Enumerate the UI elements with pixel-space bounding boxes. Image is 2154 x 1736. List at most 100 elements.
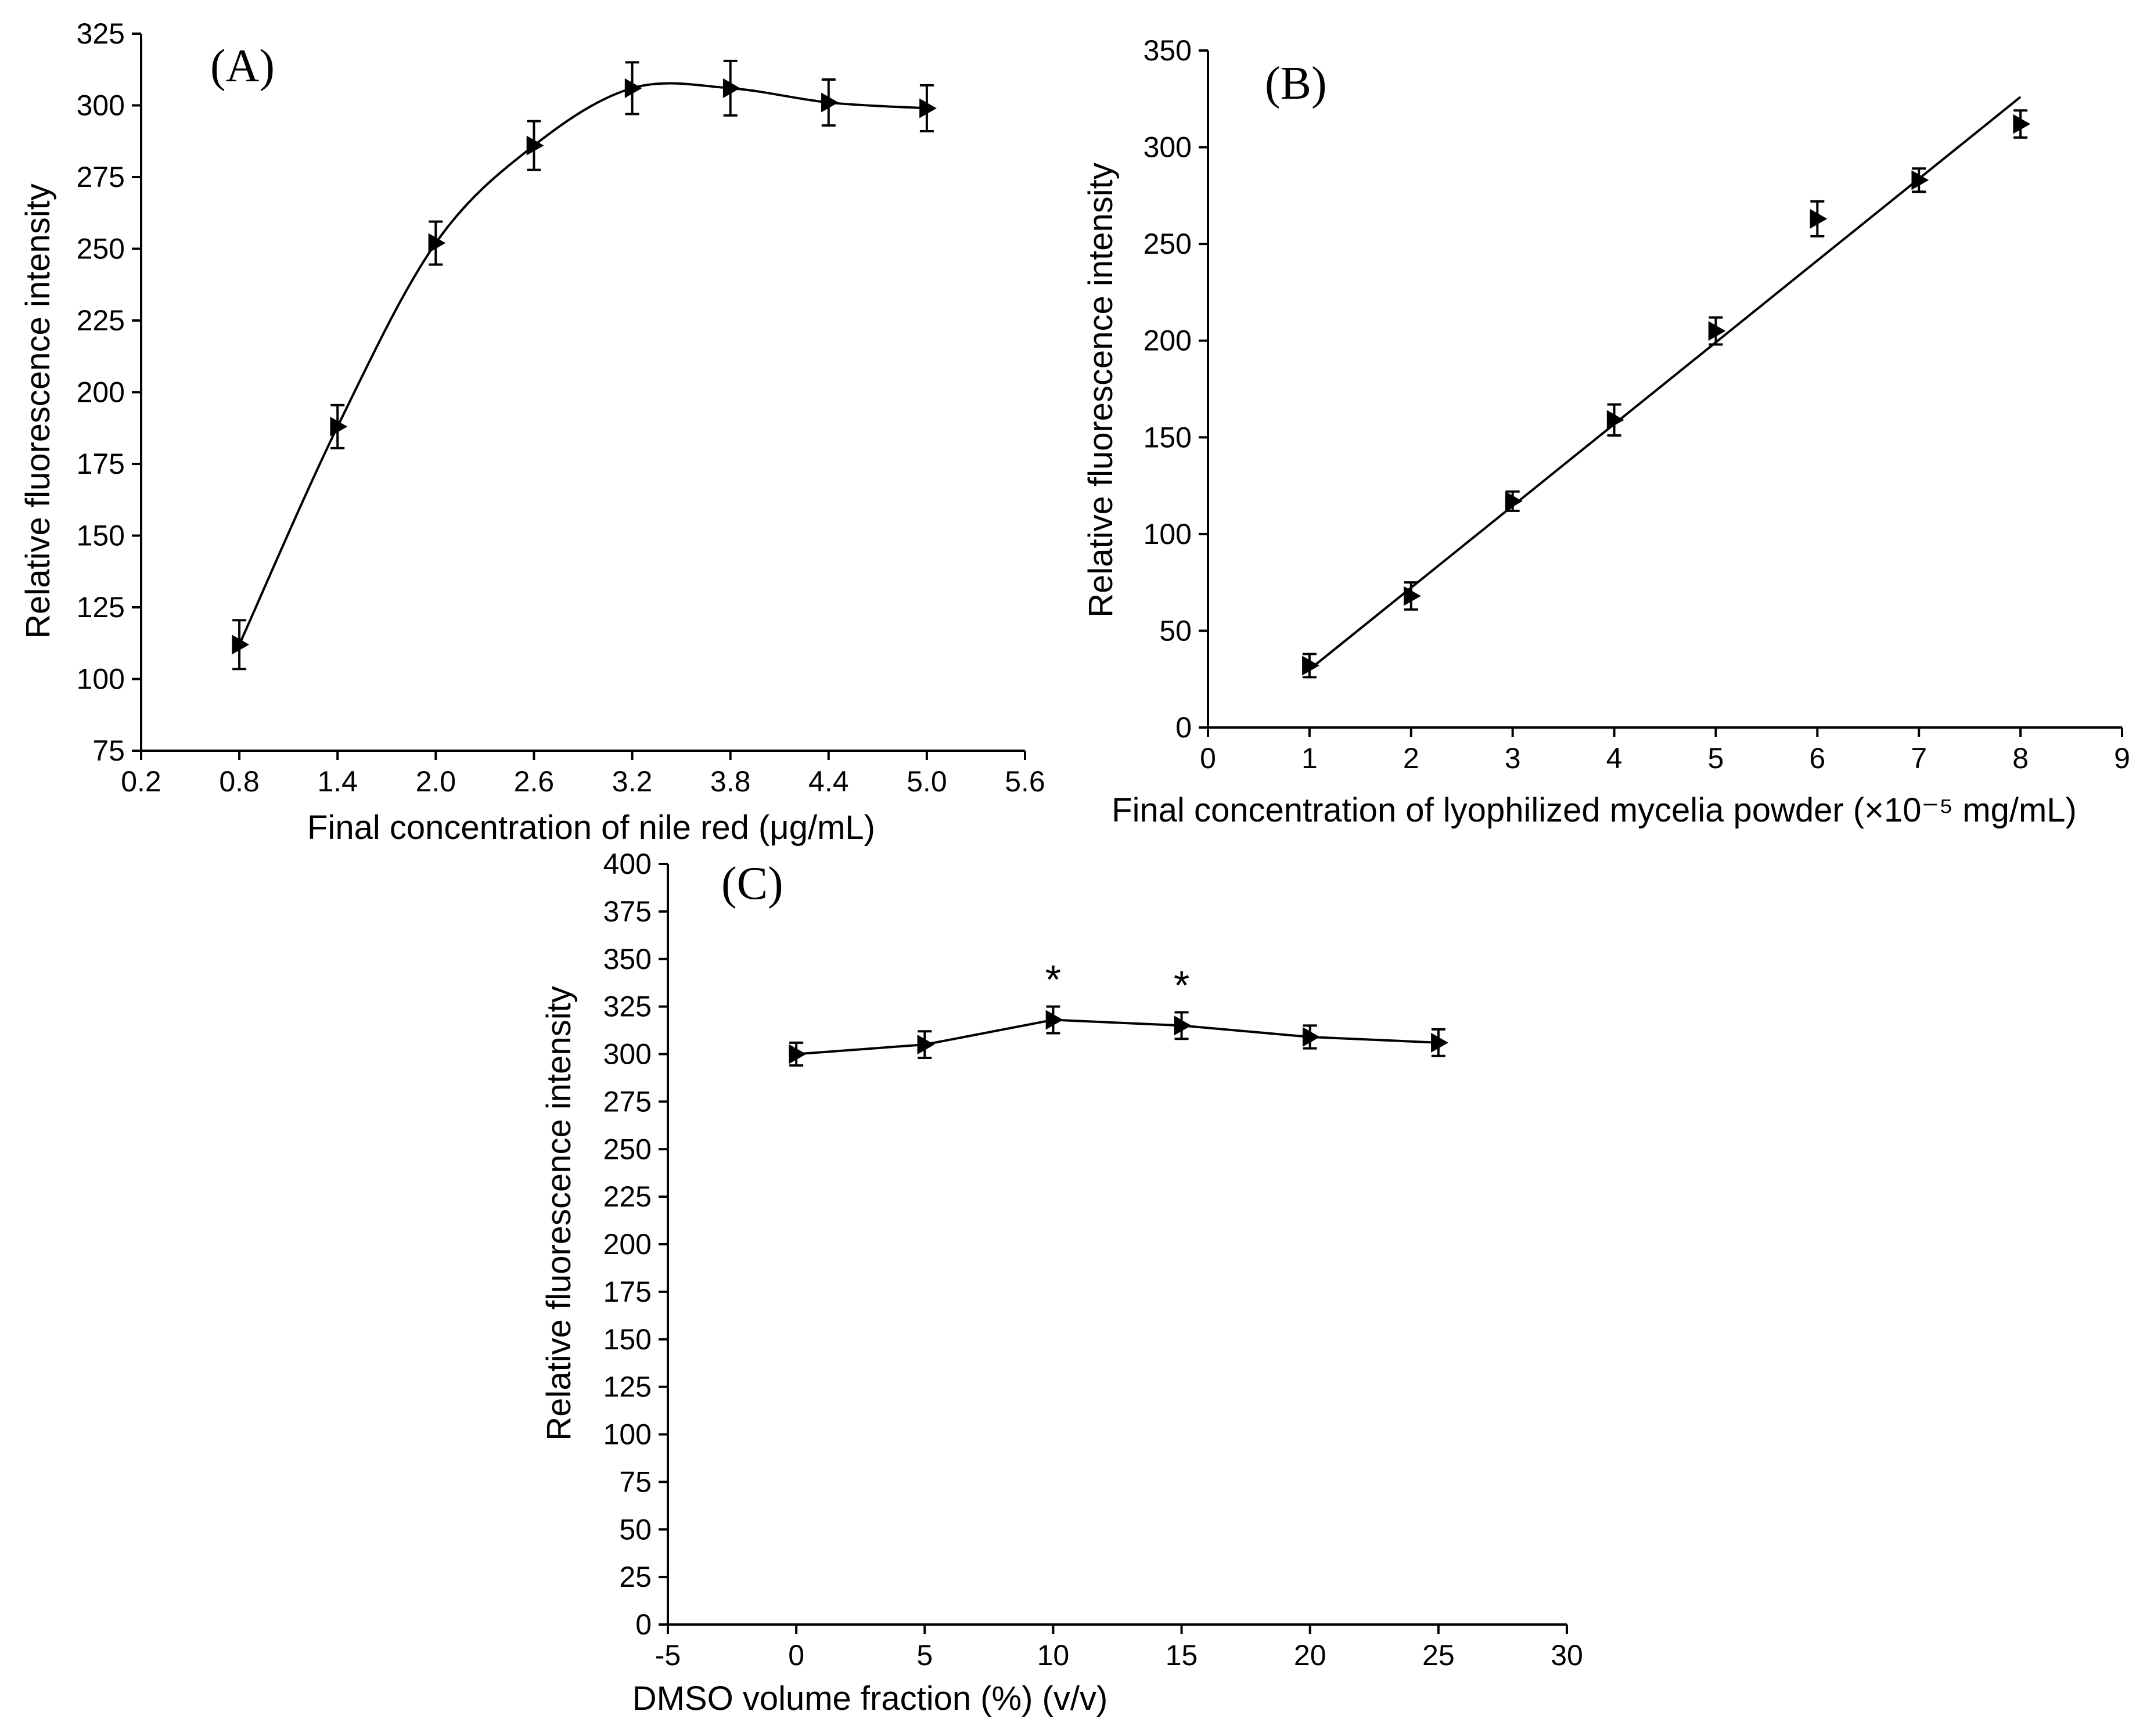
panel-label: (B) — [1265, 58, 1327, 109]
x-tick-label: 8 — [2012, 742, 2029, 775]
series-line — [796, 1018, 1439, 1056]
x-tick-label: 7 — [1911, 742, 1927, 775]
y-tick-label: 400 — [603, 848, 652, 880]
data-point — [1302, 655, 1319, 676]
data-point — [1505, 491, 1523, 512]
fit-line — [1308, 96, 2022, 671]
significance-marker: * — [1174, 963, 1189, 1008]
y-tick-label: 275 — [603, 1085, 652, 1118]
x-tick-label: 2 — [1403, 742, 1419, 775]
y-tick-label: 150 — [603, 1323, 652, 1356]
panel-label: (A) — [210, 41, 275, 92]
data-point — [1606, 410, 1624, 430]
y-tick-label: 75 — [92, 734, 125, 767]
data-point — [1045, 1010, 1063, 1030]
data-point — [1911, 170, 1929, 190]
x-tick-label: 1 — [1301, 742, 1318, 775]
data-point — [1302, 1027, 1320, 1047]
y-tick-label: 250 — [1143, 228, 1192, 260]
data-point — [919, 98, 937, 118]
y-tick-label: 100 — [1143, 518, 1192, 550]
data-point — [789, 1044, 807, 1064]
x-tick-label: 5 — [916, 1639, 933, 1672]
data-point — [917, 1035, 935, 1055]
y-tick-label: 25 — [619, 1561, 652, 1593]
y-tick-label: 175 — [603, 1276, 652, 1308]
data-point — [1404, 586, 1421, 606]
data-point — [1810, 208, 1828, 229]
x-tick-label: 0 — [788, 1639, 804, 1672]
x-tick-label: 15 — [1166, 1639, 1198, 1672]
x-tick-label: -5 — [655, 1639, 681, 1672]
y-tick-label: 300 — [1143, 131, 1192, 164]
data-point — [1174, 1015, 1192, 1036]
y-tick-label: 300 — [77, 89, 125, 122]
x-tick-label: 25 — [1422, 1639, 1455, 1672]
x-axis-label: Final concentration of lyophilized mycel… — [1112, 791, 2077, 829]
data-point — [428, 233, 446, 253]
x-tick-label: 5.0 — [907, 765, 947, 798]
x-tick-label: 4.4 — [808, 765, 849, 798]
y-tick-label: 200 — [603, 1228, 652, 1260]
y-tick-label: 75 — [619, 1465, 652, 1498]
y-tick-label: 50 — [1159, 614, 1192, 647]
x-tick-label: 6 — [1809, 742, 1825, 775]
data-point — [2013, 114, 2031, 134]
y-tick-label: 150 — [1143, 421, 1192, 453]
y-tick-label: 0 — [1175, 711, 1192, 744]
y-tick-label: 50 — [619, 1513, 652, 1546]
data-point — [330, 416, 348, 437]
y-tick-label: 0 — [635, 1608, 652, 1641]
x-tick-label: 0.2 — [121, 765, 161, 798]
x-axis-label: Final concentration of nile red (μg/mL) — [307, 809, 875, 847]
y-tick-label: 150 — [77, 520, 125, 552]
x-tick-label: 5 — [1708, 742, 1724, 775]
x-tick-label: 4 — [1606, 742, 1623, 775]
chart-panel-a: (A) Final concentration of nile red (μg/… — [19, 17, 1045, 847]
series-line — [238, 82, 927, 646]
x-tick-label: 2.6 — [514, 765, 555, 798]
y-tick-label: 175 — [77, 448, 125, 480]
y-tick-label: 300 — [603, 1038, 652, 1071]
chart-panel-c: (C) DMSO volume fraction (%) (v/v) Relat… — [540, 848, 1583, 1717]
data-point — [1708, 321, 1726, 341]
x-tick-label: 3 — [1505, 742, 1521, 775]
data-point — [722, 78, 740, 98]
x-tick-label: 1.4 — [317, 765, 358, 798]
y-axis-label: Relative fluorescence intensity — [1082, 163, 1120, 617]
y-tick-label: 125 — [77, 591, 125, 624]
y-axis-label: Relative fluorescence intensity — [540, 986, 578, 1440]
y-axis-label: Relative fluorescence intensity — [19, 183, 57, 638]
y-tick-label: 225 — [603, 1180, 652, 1213]
x-tick-label: 0.8 — [219, 765, 260, 798]
x-tick-label: 3.2 — [612, 765, 653, 798]
x-tick-label: 3.8 — [710, 765, 751, 798]
significance-marker: * — [1045, 957, 1061, 1002]
y-tick-label: 225 — [77, 304, 125, 337]
x-tick-label: 30 — [1551, 1639, 1583, 1672]
data-point — [1431, 1032, 1448, 1053]
y-tick-label: 325 — [77, 17, 125, 50]
data-point — [821, 92, 839, 113]
y-tick-label: 100 — [603, 1418, 652, 1451]
y-tick-label: 200 — [1143, 325, 1192, 357]
data-point — [526, 135, 544, 156]
y-tick-label: 350 — [1143, 34, 1192, 67]
x-tick-label: 5.6 — [1005, 765, 1045, 798]
chart-panel-b: (B) Final concentration of lyophilized m… — [1082, 34, 2130, 829]
y-tick-label: 125 — [603, 1371, 652, 1403]
y-tick-label: 200 — [77, 376, 125, 409]
y-tick-label: 325 — [603, 991, 652, 1023]
data-point — [624, 78, 642, 98]
data-point — [232, 635, 250, 655]
x-axis-label: DMSO volume fraction (%) (v/v) — [632, 1680, 1108, 1717]
x-tick-label: 2.0 — [416, 765, 456, 798]
panel-label: (C) — [721, 858, 783, 909]
x-tick-label: 9 — [2114, 742, 2130, 775]
x-tick-label: 10 — [1037, 1639, 1070, 1672]
y-tick-label: 250 — [603, 1133, 652, 1165]
x-tick-label: 0 — [1200, 742, 1216, 775]
y-tick-label: 250 — [77, 233, 125, 265]
y-tick-label: 350 — [603, 943, 652, 975]
